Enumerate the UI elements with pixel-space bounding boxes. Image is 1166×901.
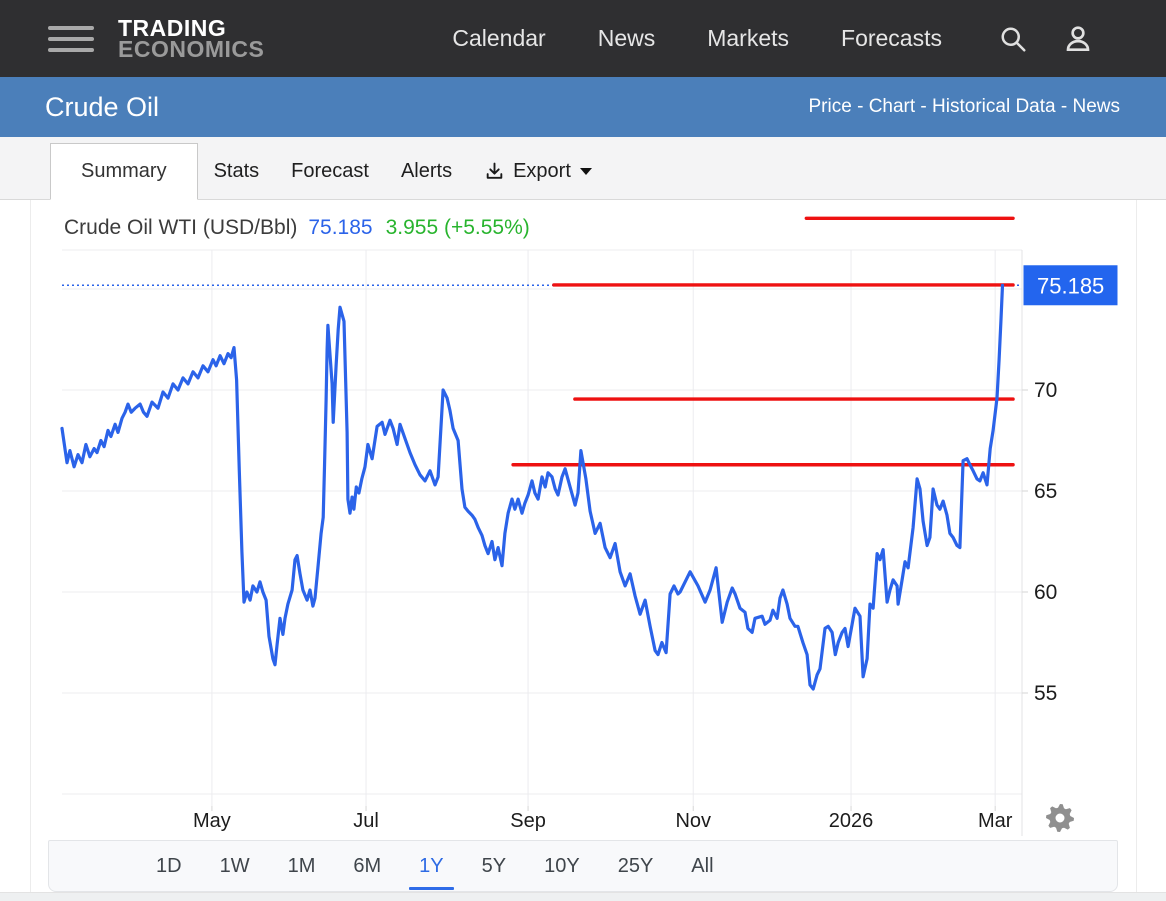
brand-line-1: TRADING	[118, 14, 227, 41]
tab-label: Stats	[213, 159, 260, 182]
range-label: 1Y	[419, 854, 444, 877]
instrument-header: Crude Oil Price - Chart - Historical Dat…	[0, 77, 1166, 137]
time-range-selector: 1D 1W 1M 6M 1Y 5Y 10Y 25Y All	[48, 840, 1118, 892]
y-axis-tick-label: 60	[1034, 581, 1057, 604]
tab-forecast[interactable]: Forecast	[275, 143, 385, 199]
content-right-border	[1136, 200, 1137, 892]
range-label: 25Y	[617, 854, 654, 877]
chevron-down-icon	[579, 167, 592, 175]
tab-alerts[interactable]: Alerts	[385, 143, 468, 199]
instrument-name: Crude Oil WTI (USD/Bbl)	[64, 216, 298, 239]
hamburger-menu-icon[interactable]	[48, 19, 94, 59]
tab-label: Summary	[81, 160, 167, 182]
y-axis-tick-label: 65	[1034, 480, 1057, 503]
tab-label: Export	[513, 159, 571, 182]
range-option-1y[interactable]: 1Y	[400, 841, 462, 891]
range-option-1m[interactable]: 1M	[269, 841, 335, 891]
x-axis-tick-label: 2026	[829, 810, 874, 832]
chart-section: May Jul Sep Nov 2026 Mar 70 65 60 55 75.185 Crude …	[0, 200, 1166, 840]
price-line-series	[60, 283, 1005, 691]
subheader-link-price[interactable]: Price	[808, 96, 852, 117]
x-axis-tick-label: Mar	[978, 810, 1013, 832]
nav-link-news[interactable]: News	[597, 25, 656, 51]
range-label: 1W	[219, 854, 250, 877]
subheader-link-news[interactable]: News	[1072, 96, 1120, 117]
range-label: All	[691, 854, 714, 877]
page-bottom-strip	[0, 892, 1166, 901]
primary-nav-links: Calendar News Markets Forecasts	[452, 25, 942, 52]
chart-settings-gear-icon[interactable]	[1046, 804, 1074, 832]
brand-line-2: ECONOMICS	[118, 35, 265, 62]
range-label: 10Y	[544, 854, 580, 877]
content-left-border	[30, 200, 31, 892]
nav-icon-group	[998, 23, 1094, 55]
x-axis-tick-label: Nov	[675, 810, 711, 832]
subheader-link-historical-data[interactable]: Historical Data	[932, 96, 1056, 117]
range-option-all[interactable]: All	[672, 841, 732, 891]
page-title: Crude Oil	[45, 91, 160, 122]
user-account-icon[interactable]	[1062, 23, 1094, 55]
quote-row: Crude Oil WTI (USD/Bbl) 75.185 3.955 (+5…	[64, 216, 530, 240]
subheader-links: Price - Chart - Historical Data - News	[809, 96, 1121, 118]
tab-summary[interactable]: Summary	[50, 143, 198, 200]
range-label: 1M	[287, 854, 316, 877]
range-option-1d[interactable]: 1D	[137, 841, 201, 891]
brand-logo[interactable]: TRADING ECONOMICS	[118, 14, 265, 62]
download-icon	[486, 162, 503, 179]
range-option-1w[interactable]: 1W	[201, 841, 269, 891]
link-separator: -	[1055, 96, 1073, 117]
tab-bar: Summary Stats Forecast Alerts Export	[0, 137, 1166, 200]
tab-label: Alerts	[400, 159, 453, 182]
price-chart: May Jul Sep Nov 2026 Mar 70 65 60 55 75.185	[60, 216, 1118, 836]
x-axis-tick-label: May	[193, 810, 231, 832]
current-price-label-text: 75.185	[1037, 273, 1104, 298]
top-navigation-bar: TRADING ECONOMICS Calendar News Markets …	[0, 0, 1166, 77]
range-label: 6M	[353, 854, 382, 877]
subheader-link-chart[interactable]: Chart	[868, 96, 916, 117]
link-separator: -	[915, 96, 933, 117]
price-change: 3.955 (+5.55%)	[385, 216, 530, 239]
nav-link-markets[interactable]: Markets	[707, 25, 790, 51]
last-price-value: 75.185	[308, 216, 373, 239]
range-option-6m[interactable]: 6M	[334, 841, 400, 891]
tab-stats[interactable]: Stats	[198, 143, 276, 199]
link-separator: -	[851, 96, 869, 117]
current-price-label: 75.185	[1023, 265, 1118, 306]
range-option-10y[interactable]: 10Y	[525, 841, 599, 891]
tab-export[interactable]: Export	[468, 143, 608, 199]
y-axis-tick-label: 55	[1034, 682, 1057, 705]
nav-link-calendar[interactable]: Calendar	[452, 25, 546, 51]
tab-label: Forecast	[291, 159, 369, 182]
range-option-25y[interactable]: 25Y	[599, 841, 673, 891]
y-axis-tick-label: 70	[1034, 379, 1057, 402]
x-axis-tick-label: Sep	[510, 810, 546, 832]
search-icon[interactable]	[998, 24, 1028, 54]
range-label: 5Y	[481, 854, 507, 877]
nav-link-forecasts[interactable]: Forecasts	[841, 25, 942, 51]
x-axis-tick-label: Jul	[353, 810, 379, 832]
range-option-5y[interactable]: 5Y	[463, 841, 525, 891]
range-label: 1D	[156, 854, 182, 877]
